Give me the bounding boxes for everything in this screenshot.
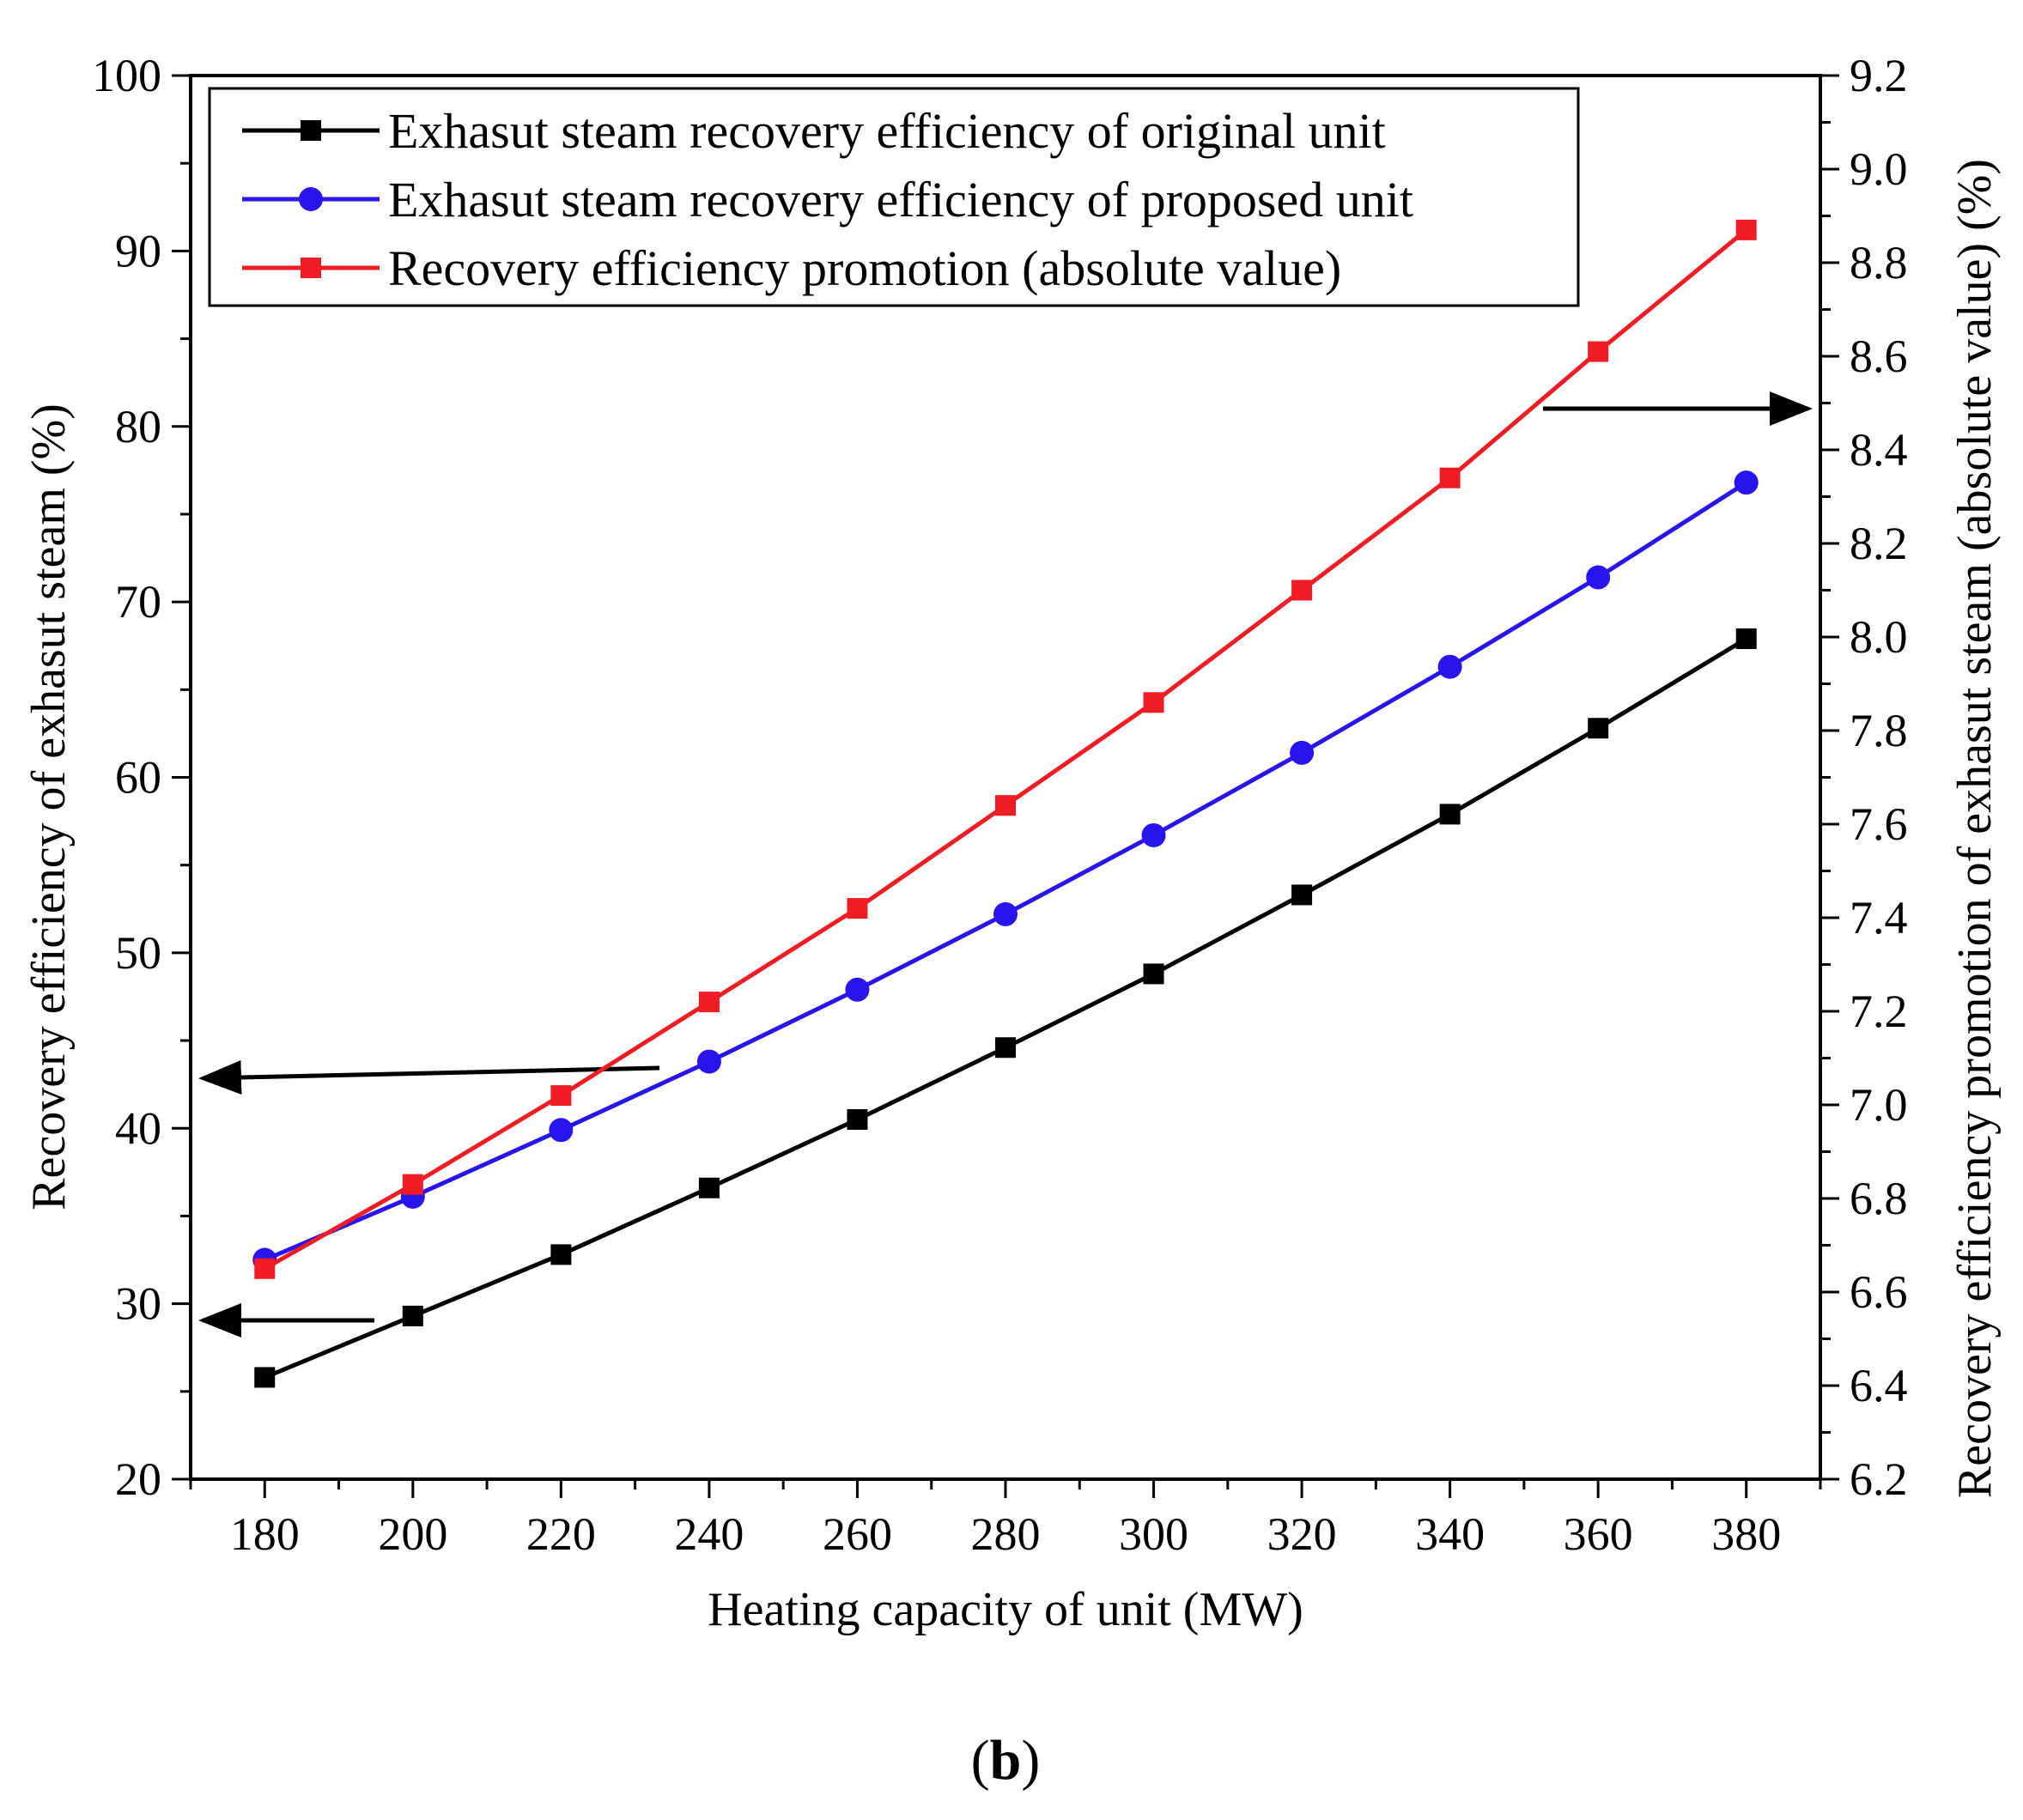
data-point — [698, 1177, 720, 1198]
y-left-tick-label: 90 — [115, 225, 161, 276]
data-point — [1141, 822, 1166, 847]
y-left-tick-label: 40 — [115, 1102, 161, 1154]
data-point — [1143, 692, 1164, 713]
y-left-tick-label: 60 — [115, 752, 161, 804]
y-right-tick-label: 6.4 — [1850, 1360, 1908, 1411]
legend-box — [208, 87, 1580, 307]
x-tick-label: 280 — [971, 1508, 1041, 1560]
data-point — [549, 1118, 574, 1143]
data-point — [1437, 654, 1462, 679]
arrow-to-left-axis-upper — [198, 1059, 660, 1095]
series-line — [264, 636, 1748, 1380]
y-right-tick-label: 8.8 — [1850, 237, 1908, 288]
x-tick-label: 260 — [823, 1508, 892, 1560]
data-point — [1735, 219, 1757, 240]
y-right-tick-label: 7.4 — [1850, 892, 1908, 943]
legend-marker — [299, 187, 323, 211]
data-point — [402, 1305, 423, 1326]
legend-marker — [301, 120, 321, 141]
y-left-tick-label: 20 — [115, 1453, 161, 1505]
data-point — [550, 1244, 572, 1265]
data-point — [845, 977, 870, 1002]
caption-letter: b — [990, 1729, 1022, 1792]
y-left-tick-label: 50 — [115, 927, 161, 979]
series-2 — [252, 470, 1759, 1272]
annotation-arrows — [198, 391, 1813, 1338]
data-point — [550, 1085, 572, 1107]
x-tick-label: 300 — [1119, 1508, 1188, 1560]
series-line — [264, 228, 1748, 1271]
legend-label: Exhasut steam recovery efficiency of ori… — [388, 103, 1386, 159]
y-left-tick-label: 80 — [115, 401, 161, 452]
data-point — [1588, 341, 1609, 362]
data-point — [847, 898, 868, 919]
series-1 — [254, 628, 1757, 1388]
data-point — [1735, 628, 1757, 650]
x-tick-label: 180 — [230, 1508, 300, 1560]
y-right-tick-label: 8.2 — [1850, 518, 1908, 569]
legend-marker — [301, 258, 321, 278]
series-line — [264, 481, 1748, 1262]
x-tick-label: 320 — [1267, 1508, 1337, 1560]
y-right-tick-label: 9.0 — [1850, 143, 1908, 195]
data-point — [402, 1174, 423, 1195]
data-point — [1290, 740, 1315, 765]
data-point — [696, 1049, 721, 1074]
x-tick-label: 360 — [1564, 1508, 1633, 1560]
data-point — [1586, 565, 1611, 590]
x-tick-label: 340 — [1415, 1508, 1485, 1560]
data-point — [1734, 470, 1759, 495]
data-point — [847, 1109, 868, 1131]
legend-label: Recovery efficiency promotion (absolute … — [388, 240, 1341, 296]
y-axis-right-title: Recovery efficiency promotion of exhasut… — [1948, 159, 2002, 1498]
data-point — [254, 1258, 276, 1279]
data-point — [1588, 718, 1609, 739]
data-point — [1291, 579, 1313, 601]
y-right-tick-label: 7.6 — [1850, 798, 1908, 850]
x-tick-label: 200 — [378, 1508, 447, 1560]
x-tick-label: 240 — [674, 1508, 744, 1560]
data-point — [1439, 804, 1461, 825]
y-right-tick-label: 6.6 — [1850, 1266, 1908, 1318]
legend: Exhasut steam recovery efficiency of ori… — [208, 87, 1580, 307]
y-right-tick-label: 6.2 — [1850, 1453, 1908, 1505]
x-axis-title: Heating capacity of unit (MW) — [708, 1583, 1303, 1636]
y-left-tick-label: 30 — [115, 1278, 161, 1330]
legend-entry-3: Recovery efficiency promotion (absolute … — [242, 240, 1341, 296]
data-point — [993, 901, 1018, 926]
data-point — [1439, 467, 1461, 488]
data-point — [1291, 884, 1313, 906]
y-right-tick-label: 7.0 — [1850, 1079, 1908, 1131]
y-right-tick-label: 6.8 — [1850, 1173, 1908, 1224]
y-right-tick-label: 8.0 — [1850, 611, 1908, 663]
legend-entry-1: Exhasut steam recovery efficiency of ori… — [242, 103, 1386, 159]
data-point — [995, 795, 1016, 816]
y-left-tick-label: 70 — [115, 576, 161, 628]
y-right-tick-label: 9.2 — [1850, 50, 1908, 101]
axis-tick-labels: 180 200 220 240 260 280 300 320 340 360 380 20 30 40 5… — [92, 50, 1908, 1560]
legend-entry-2: Exhasut steam recovery efficiency of pro… — [242, 172, 1413, 228]
data-point — [1143, 963, 1164, 985]
caption-open: ( — [971, 1729, 990, 1792]
y-axis-left-title: Recovery efficiency of exhasut steam (%) — [22, 403, 76, 1210]
figure-caption: (b) — [971, 1729, 1041, 1792]
y-left-tick-label: 100 — [92, 50, 161, 101]
x-tick-label: 220 — [526, 1508, 596, 1560]
data-point — [254, 1367, 276, 1388]
series-3 — [254, 219, 1757, 1279]
data-point — [698, 992, 720, 1013]
y-right-tick-label: 7.2 — [1850, 986, 1908, 1037]
y-right-tick-label: 8.4 — [1850, 424, 1908, 476]
y-right-tick-label: 8.6 — [1850, 331, 1908, 382]
caption-close: ) — [1021, 1729, 1040, 1792]
axis-ticks — [172, 74, 1839, 1498]
data-point — [995, 1037, 1016, 1059]
legend-label: Exhasut steam recovery efficiency of pro… — [388, 172, 1413, 228]
y-right-tick-label: 7.8 — [1850, 705, 1908, 756]
series-layer — [252, 219, 1759, 1388]
x-tick-label: 380 — [1711, 1508, 1781, 1560]
